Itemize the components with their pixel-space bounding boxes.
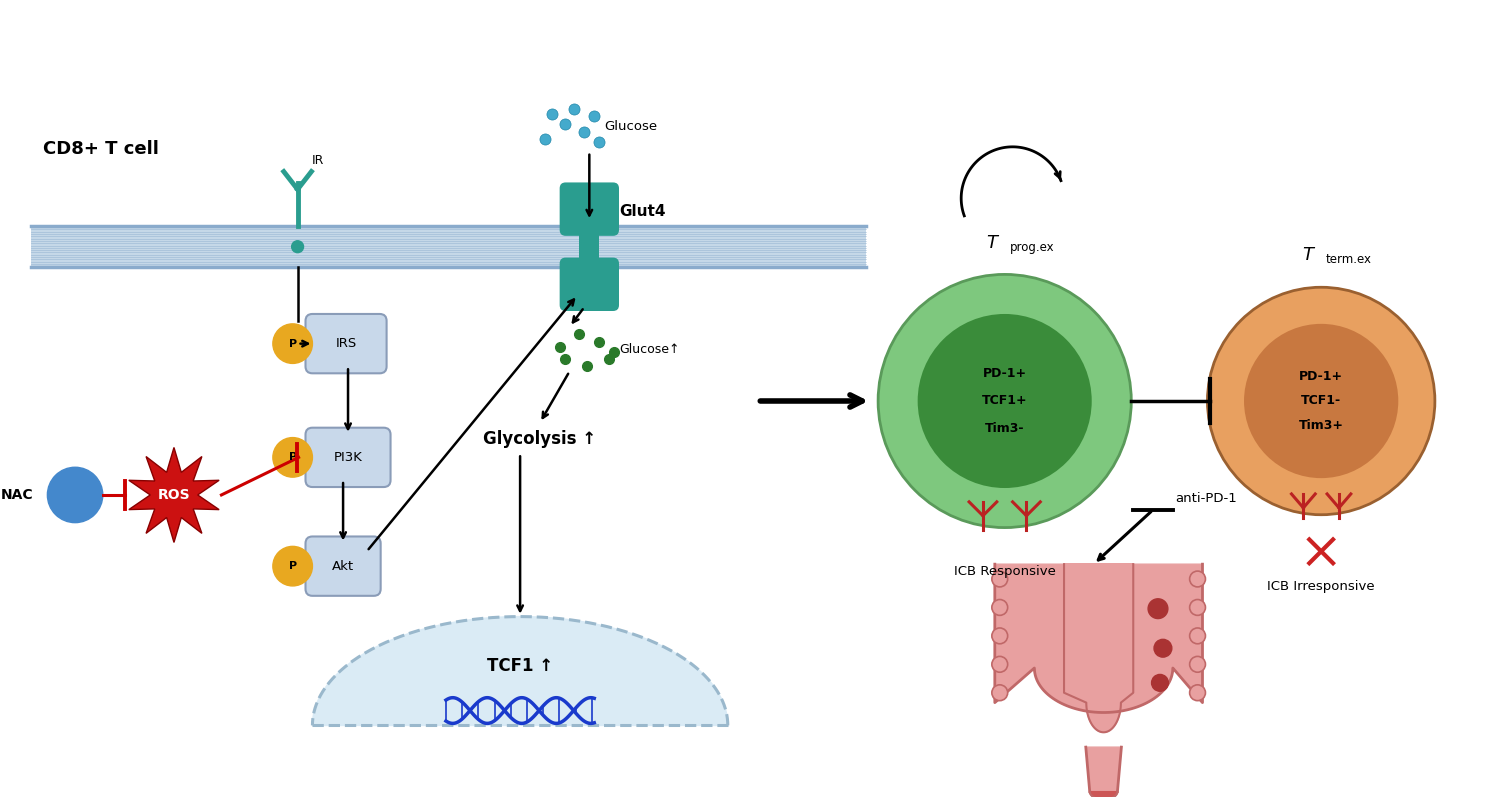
Circle shape bbox=[1155, 639, 1173, 657]
Polygon shape bbox=[995, 564, 1202, 732]
Text: $T$: $T$ bbox=[1302, 246, 1317, 264]
Text: CD8+ T cell: CD8+ T cell bbox=[43, 140, 159, 158]
Text: prog.ex: prog.ex bbox=[1010, 241, 1055, 254]
Bar bbox=[579, 224, 600, 269]
Polygon shape bbox=[1086, 747, 1122, 791]
Polygon shape bbox=[312, 617, 728, 726]
Text: anti-PD-1: anti-PD-1 bbox=[1176, 492, 1237, 505]
Circle shape bbox=[1207, 288, 1434, 515]
Circle shape bbox=[272, 437, 312, 477]
Circle shape bbox=[1189, 656, 1205, 672]
Circle shape bbox=[992, 571, 1007, 587]
Text: P: P bbox=[289, 339, 296, 348]
Text: TCF1+: TCF1+ bbox=[982, 395, 1028, 408]
Text: Tim3+: Tim3+ bbox=[1299, 419, 1344, 433]
Circle shape bbox=[878, 275, 1131, 528]
Bar bbox=[31, 226, 866, 268]
Circle shape bbox=[1189, 571, 1205, 587]
FancyBboxPatch shape bbox=[559, 183, 619, 235]
Circle shape bbox=[48, 467, 103, 522]
Text: NAC: NAC bbox=[1, 488, 34, 502]
Circle shape bbox=[1244, 324, 1399, 478]
Text: ROS: ROS bbox=[158, 488, 190, 502]
Text: PD-1+: PD-1+ bbox=[1299, 370, 1344, 383]
Circle shape bbox=[992, 685, 1007, 701]
FancyBboxPatch shape bbox=[305, 428, 390, 487]
Text: Glut4: Glut4 bbox=[619, 203, 665, 219]
Circle shape bbox=[292, 241, 304, 252]
Circle shape bbox=[1152, 674, 1168, 691]
Polygon shape bbox=[129, 448, 219, 542]
Circle shape bbox=[918, 314, 1092, 488]
Text: ICB Irresponsive: ICB Irresponsive bbox=[1268, 581, 1375, 594]
Text: PI3K: PI3K bbox=[333, 451, 363, 464]
Circle shape bbox=[1189, 599, 1205, 615]
Text: TCF1 ↑: TCF1 ↑ bbox=[487, 657, 554, 675]
Circle shape bbox=[272, 546, 312, 586]
Text: term.ex: term.ex bbox=[1326, 253, 1372, 266]
Text: PD-1+: PD-1+ bbox=[982, 367, 1027, 380]
Text: Tim3-: Tim3- bbox=[985, 422, 1024, 435]
Text: Glucose: Glucose bbox=[604, 119, 658, 132]
Circle shape bbox=[1189, 628, 1205, 644]
Text: Akt: Akt bbox=[332, 560, 354, 573]
Text: P: P bbox=[289, 562, 296, 571]
Circle shape bbox=[272, 324, 312, 364]
FancyBboxPatch shape bbox=[559, 258, 619, 311]
Text: Glucose↑: Glucose↑ bbox=[619, 343, 680, 356]
Text: IR: IR bbox=[311, 154, 324, 167]
Circle shape bbox=[992, 599, 1007, 615]
Circle shape bbox=[992, 656, 1007, 672]
Text: $T$: $T$ bbox=[985, 234, 1000, 252]
Circle shape bbox=[992, 628, 1007, 644]
Circle shape bbox=[1149, 599, 1168, 618]
Text: Glycolysis ↑: Glycolysis ↑ bbox=[484, 429, 597, 448]
Text: ICB Responsive: ICB Responsive bbox=[954, 565, 1055, 578]
Circle shape bbox=[1189, 685, 1205, 701]
Text: IRS: IRS bbox=[335, 337, 357, 350]
Polygon shape bbox=[1089, 791, 1117, 799]
FancyBboxPatch shape bbox=[305, 537, 381, 596]
FancyBboxPatch shape bbox=[305, 314, 387, 373]
Text: P: P bbox=[289, 453, 296, 462]
Text: TCF1-: TCF1- bbox=[1301, 395, 1341, 408]
